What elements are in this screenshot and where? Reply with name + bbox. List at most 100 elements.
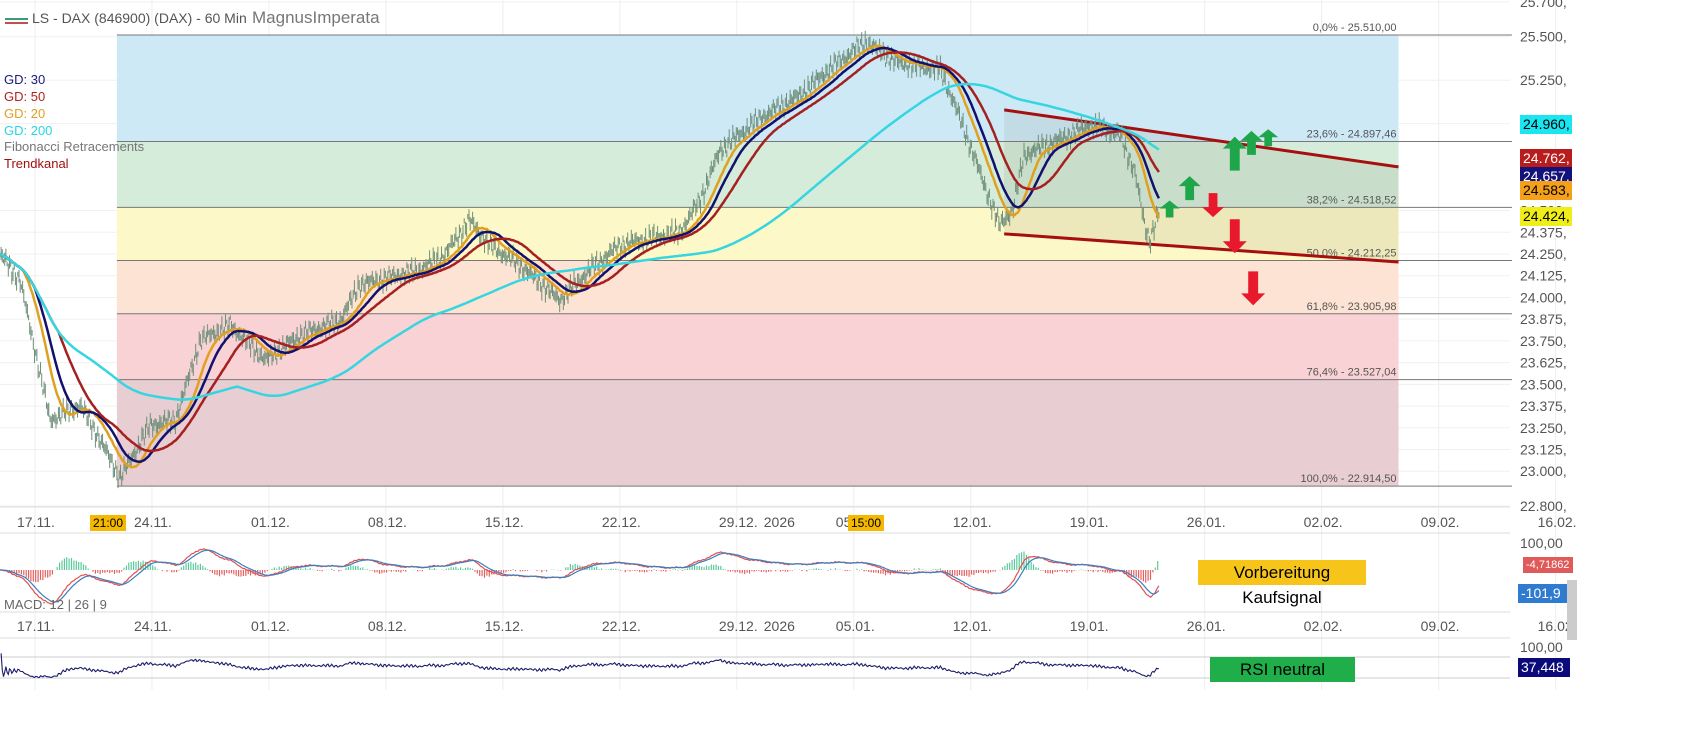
header: LS - DAX (846900) (DAX) - 60 Min MagnusI… [5, 8, 380, 27]
time-tick-label: 24.11. [134, 514, 172, 530]
macd-top-label: 100,00 [1520, 535, 1563, 551]
macd-label: MACD: 12 | 26 | 9 [4, 597, 107, 612]
crosshair-time-right: 15:00 [848, 515, 885, 531]
gd20-value-badge: 24.583, [1520, 181, 1572, 200]
price-tick-label: 25.700, [1520, 0, 1567, 10]
ma-line-30 [0, 46, 1161, 463]
fib-zone [116, 141, 1399, 208]
macd-signal-line [0, 549, 1160, 603]
moving-averages [0, 44, 1161, 469]
fib-level-label: 76,4% - 23.527,04 [1307, 367, 1397, 379]
time-tick-label: 19.01. [1070, 514, 1109, 530]
price-value-badge: 24.424, [1520, 207, 1572, 226]
price-tick-label: 22.800, [1520, 498, 1567, 514]
time-tick-label: 01.12. [251, 618, 290, 634]
time-tick-label: 26.01. [1187, 514, 1226, 530]
time-tick-label: 08.12. [368, 514, 407, 530]
time-tick-label: 15.12. [485, 514, 524, 530]
fib-level-label: 100,0% - 22.914,50 [1301, 473, 1397, 485]
time-tick-label: 01.12. [251, 514, 290, 530]
time-tick-label: 02.02. [1304, 618, 1343, 634]
arrow-down-icon [1241, 271, 1266, 306]
price-tick-label: 23.250, [1520, 420, 1567, 436]
arrow-down-icon [1202, 193, 1225, 218]
time-tick-label: 16.02. [1538, 618, 1577, 634]
crosshair-time-left: 21:00 [90, 515, 127, 531]
time-tick-label: 09.02. [1421, 618, 1460, 634]
fib-zone [116, 207, 1399, 261]
time-tick-label: 12.01. [953, 514, 992, 530]
time-tick-label: 29.12. [719, 514, 758, 530]
time-tick-label: 2026 [764, 514, 795, 530]
legend: GD: 30 GD: 50 GD: 20 GD: 200 Fibonacci R… [4, 72, 145, 171]
ma-line-200 [0, 82, 1160, 401]
time-tick-label: 02.02. [1304, 514, 1343, 530]
arrow-down-icon [1222, 219, 1247, 254]
gd50-value-badge: 24.762, [1520, 149, 1572, 168]
time-tick-label: 29.12. [719, 618, 758, 634]
fib-zone [116, 260, 1399, 314]
macd-panel [0, 548, 1160, 605]
scrollbar[interactable] [1567, 580, 1577, 640]
time-tick-label: 24.11. [134, 618, 172, 634]
arrow-up-icon [1222, 136, 1247, 171]
fib-level-label: 0,0% - 25.510,00 [1313, 22, 1397, 34]
macd-line [0, 548, 1160, 605]
fib-zone [116, 379, 1399, 487]
rsi-line [0, 653, 1159, 679]
legend-trendkanal[interactable]: Trendkanal [4, 156, 69, 171]
legend-gd200[interactable]: GD: 200 [4, 123, 52, 138]
time-tick-label: 12.01. [953, 618, 992, 634]
price-tick-label: 24.125, [1520, 268, 1567, 284]
channel-upper-line [1003, 108, 1399, 169]
time-tick-label: 19.01. [1070, 618, 1109, 634]
signal-arrows [1159, 129, 1279, 306]
time-tick-label: 2026 [764, 618, 795, 634]
price-tick-label: 23.000, [1520, 463, 1567, 479]
price-tick-label: 23.625, [1520, 355, 1567, 371]
time-tick-label: 09.02. [1421, 514, 1460, 530]
time-axis[interactable]: 17.11. 24.11. 01.12. 08.12. 15.12. 22.12. 29.1… [17, 514, 1577, 634]
arrow-up-icon [1159, 200, 1180, 218]
price-tick-label: 23.875, [1520, 311, 1567, 327]
time-tick-label: 22.12. [602, 618, 641, 634]
arrow-up-icon [1258, 129, 1279, 147]
legend-gd30[interactable]: GD: 30 [4, 72, 45, 87]
price-tick-label: 25.250, [1520, 72, 1567, 88]
price-tick-label: 23.375, [1520, 398, 1567, 414]
channel-lower-line [1004, 232, 1399, 264]
instrument-title: LS - DAX (846900) (DAX) - 60 Min [32, 10, 247, 26]
legend-gd20[interactable]: GD: 20 [4, 106, 45, 121]
price-tick-label: 23.500, [1520, 376, 1567, 392]
time-tick-label: 05.01. [836, 618, 875, 634]
time-tick-label: 26.01. [1187, 618, 1226, 634]
ma-line-50 [0, 51, 1160, 453]
rsi-top-label: 100,00 [1520, 639, 1563, 655]
price-axis[interactable]: 25.700,25.500,25.250,25.000,24.500,24.37… [1520, 0, 1567, 514]
time-tick-label: 17.11. [17, 514, 55, 530]
fib-level-label: 23,6% - 24.897,46 [1307, 128, 1397, 140]
arrow-up-icon [1240, 130, 1263, 155]
rsi-value-badge: 37,448 [1518, 658, 1570, 677]
macd-value-badge: -4,71862 [1523, 557, 1573, 573]
price-tick-label: 24.250, [1520, 246, 1567, 262]
price-tick-label: 23.125, [1520, 442, 1567, 458]
time-tick-label: 17.11. [17, 618, 55, 634]
price-tick-label: 24.000, [1520, 289, 1567, 305]
time-tick-label: 08.12. [368, 618, 407, 634]
macd-note: Vorbereitung Kaufsignal [1198, 560, 1366, 607]
trend-channel [1003, 108, 1399, 264]
price-tick-label: 24.375, [1520, 224, 1567, 240]
fib-level-label: 38,2% - 24.518,52 [1307, 194, 1397, 206]
time-tick-label: 15.12. [485, 618, 524, 634]
signal-value-badge: -101,9 [1518, 584, 1572, 603]
legend-fibonacci[interactable]: Fibonacci Retracements [4, 139, 145, 154]
time-tick-label: 16.02. [1538, 514, 1577, 530]
author-name: MagnusImperata [252, 8, 380, 27]
channel-fill [1004, 109, 1399, 262]
rsi-note: RSI neutral [1210, 657, 1355, 682]
gd200-value-badge: 24.960, [1520, 115, 1572, 134]
legend-gd50[interactable]: GD: 50 [4, 89, 45, 104]
time-tick-label: 22.12. [602, 514, 641, 530]
